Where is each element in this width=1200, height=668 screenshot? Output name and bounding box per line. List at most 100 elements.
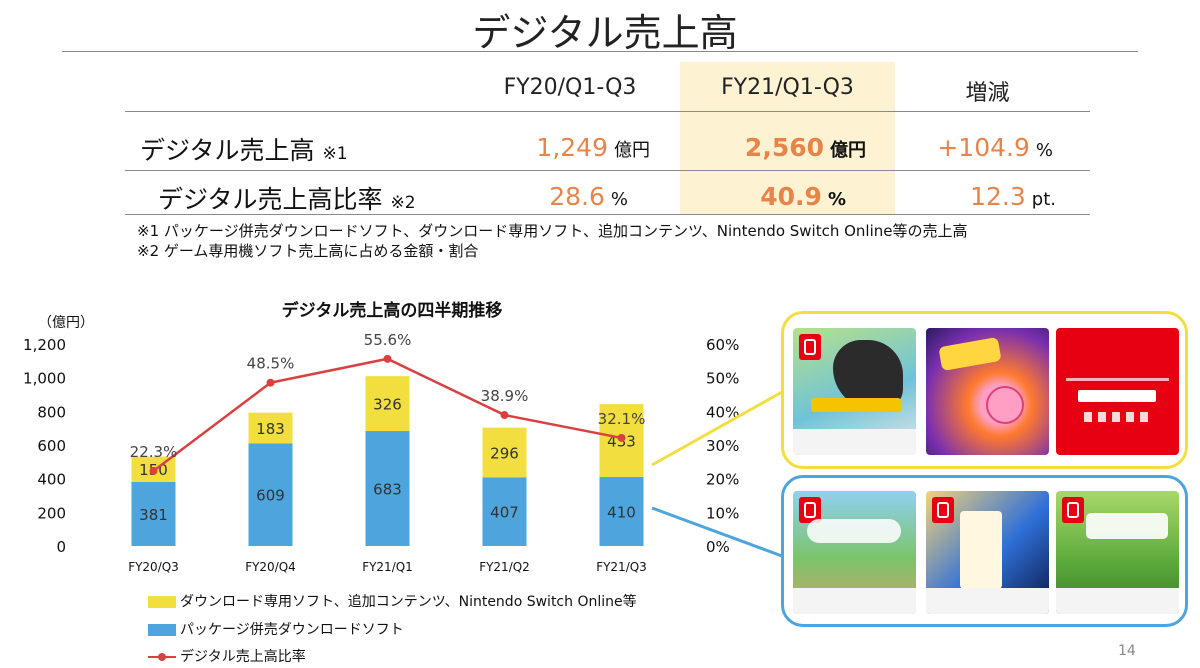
highlight-column <box>680 62 895 215</box>
y2-tick-label: 60% <box>706 336 739 354</box>
super-mario-3d-all-stars-card <box>926 491 1049 614</box>
bar-segment-download-only <box>365 376 410 432</box>
game-logo-shape <box>1086 513 1168 539</box>
y-tick-label: 200 <box>37 504 66 522</box>
pokemon-expansion-pass-card <box>793 328 916 455</box>
switch-logo-icon <box>799 497 821 523</box>
unit: 億円 <box>614 140 650 161</box>
bar-data-label: 407 <box>490 504 519 522</box>
bar-data-label: 296 <box>490 445 519 463</box>
ratio-line <box>152 357 622 472</box>
y2-tick-label: 40% <box>706 403 739 421</box>
bar-segment-download-only <box>482 427 527 478</box>
tagline-line <box>1066 378 1169 381</box>
bar-data-label: 150 <box>139 461 168 479</box>
value: +104.9 <box>937 133 1030 162</box>
switch-logo-icon <box>932 497 954 523</box>
unit: 億円 <box>830 140 866 161</box>
legend-label: デジタル売上高比率 <box>180 649 306 665</box>
pikmin-3-deluxe-card <box>1056 491 1179 614</box>
game-logo-shape <box>807 519 901 543</box>
bar-segment-download-only <box>248 412 293 444</box>
bar-segment-package <box>248 443 293 546</box>
cell-change-sales: +104.9% <box>880 133 1053 162</box>
unit: pt. <box>1031 189 1056 210</box>
bar-data-label: 683 <box>373 481 402 499</box>
ratio-data-label: 32.1% <box>598 410 646 428</box>
y2-tick-label: 10% <box>706 504 739 522</box>
bar-segment-download-only <box>599 404 644 477</box>
row-note: ※1 <box>322 144 348 164</box>
kirby-icon <box>986 386 1024 424</box>
bar-data-label: 609 <box>256 487 285 505</box>
x-tick-label: FY21/Q2 <box>479 560 530 574</box>
ratio-point <box>266 378 275 387</box>
x-tick-label: FY21/Q3 <box>596 560 647 574</box>
unit: % <box>827 189 846 210</box>
row-label-text: デジタル売上高比率 <box>158 185 383 214</box>
value: 12.3 <box>970 182 1026 211</box>
bar-segment-package <box>131 481 176 546</box>
cell-fy20-ratio: 28.6% <box>440 182 628 211</box>
page-title: デジタル売上高 <box>472 11 738 55</box>
card-footer <box>1056 588 1179 614</box>
cell-fy20-sales: 1,249 億円 <box>440 133 650 162</box>
card-footer <box>793 588 916 614</box>
chart-title: デジタル売上高の四半期推移 <box>281 301 503 321</box>
value: 28.6 <box>549 182 605 211</box>
bar-data-label: 326 <box>373 396 402 414</box>
bar-segment-package <box>365 431 410 546</box>
footnote-2: ※2 ゲーム専用機ソフト売上高に占める金額・割合 <box>137 242 479 260</box>
x-tick-label: FY20/Q3 <box>128 560 179 574</box>
title-banner-shape <box>811 398 901 412</box>
legend-item-download-only: ダウンロード専用ソフト、追加コンテンツ、Nintendo Switch Onli… <box>148 591 637 611</box>
table-header-rule <box>125 111 1090 112</box>
switch-logo-icon <box>1062 497 1084 523</box>
page-number: 14 <box>1118 643 1136 659</box>
legend-item-ratio-line: デジタル売上高比率 <box>148 646 306 666</box>
ratio-data-label: 22.3% <box>130 443 178 461</box>
game-logo-shape <box>938 336 1002 372</box>
row-label-text: デジタル売上高 <box>140 136 315 165</box>
cell-fy21-ratio: 40.9% <box>680 182 846 211</box>
header-change: 増減 <box>965 81 1010 106</box>
ratio-point <box>500 411 509 420</box>
connector-yellow <box>651 390 783 467</box>
x-tick-label: FY20/Q4 <box>245 560 296 574</box>
connector-blue <box>651 506 783 558</box>
kirby-fighters-card <box>926 328 1049 455</box>
ratio-data-label: 48.5% <box>247 355 295 373</box>
nintendo-switch-online-card <box>1056 328 1179 455</box>
bar-segment-download-only <box>131 456 176 482</box>
row-label-digital-ratio: デジタル売上高比率 ※2 <box>158 180 416 216</box>
bar-data-label: 381 <box>139 506 168 524</box>
bar-data-label: 433 <box>607 433 636 451</box>
legend-label: ダウンロード専用ソフト、追加コンテンツ、Nintendo Switch Onli… <box>180 594 637 610</box>
value: 40.9 <box>760 182 822 211</box>
cell-fy21-sales: 2,560 億円 <box>680 133 866 162</box>
y-tick-label: 400 <box>37 471 66 489</box>
header-fy20: FY20/Q1-Q3 <box>503 75 637 100</box>
table-bottom-rule <box>125 214 1090 215</box>
unit: % <box>1035 140 1053 161</box>
online-logo-shape <box>1078 390 1156 402</box>
y2-tick-label: 30% <box>706 437 739 455</box>
x-tick-label: FY21/Q1 <box>362 560 413 574</box>
y-tick-label: 800 <box>37 403 66 421</box>
classic-games-icons <box>1084 412 1152 422</box>
y-tick-label: 600 <box>37 437 66 455</box>
cell-change-ratio: 12.3 pt. <box>880 182 1056 211</box>
y-tick-label: 1,000 <box>23 370 66 388</box>
header-fy21: FY21/Q1-Q3 <box>721 75 854 100</box>
ratio-data-label: 55.6% <box>364 331 412 349</box>
bar-data-label: 183 <box>256 420 285 438</box>
row-note: ※2 <box>390 193 416 213</box>
ratio-point <box>383 354 392 363</box>
y-tick-label: 1,200 <box>23 336 66 354</box>
legend-item-package-download: パッケージ併売ダウンロードソフト <box>148 619 404 639</box>
bar-segment-package <box>599 476 644 546</box>
game-logo-shape <box>960 511 1002 589</box>
switch-logo-icon <box>799 334 821 360</box>
card-footer <box>793 429 916 455</box>
footnote-1: ※1 パッケージ併売ダウンロードソフト、ダウンロード専用ソフト、追加コンテンツ、… <box>137 222 968 240</box>
